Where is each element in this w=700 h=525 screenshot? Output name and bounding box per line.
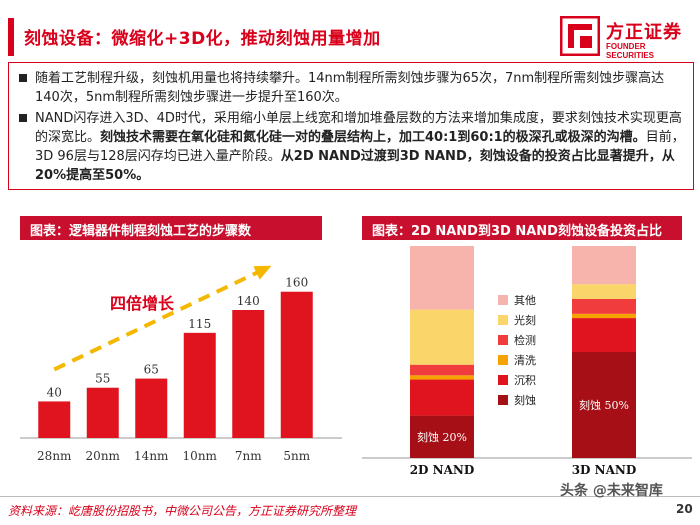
founder-logo: 方正证券 FOUNDER SECURITIES: [560, 16, 695, 60]
bullet-1: 随着工艺制程升级，刻蚀机用量也将持续攀升。14nm制程所需刻蚀步骤为65次，7n…: [19, 69, 685, 107]
category-label: 14nm: [134, 449, 169, 463]
segment-沉积: [572, 318, 636, 352]
legend-label: 沉积: [514, 374, 536, 387]
segment-其他: [572, 246, 636, 285]
bar-7nm: [232, 310, 265, 438]
summary-box: 随着工艺制程升级，刻蚀机用量也将持续攀升。14nm制程所需刻蚀步骤为65次，7n…: [8, 62, 694, 190]
category-label: 28nm: [37, 449, 72, 463]
legend-swatch: [498, 335, 508, 345]
segment-清洗: [410, 375, 474, 380]
legend-swatch: [498, 375, 508, 385]
logo-text-cn: 方正证券: [606, 22, 682, 43]
founder-logo-icon: [560, 16, 600, 56]
legend-label: 其他: [514, 294, 536, 307]
bar-value-label: 40: [47, 385, 62, 399]
watermark: 头条 @未来智库: [560, 483, 663, 499]
page-number: 20: [676, 502, 693, 516]
bullet-1-text: 随着工艺制程升级，刻蚀机用量也将持续攀升。14nm制程所需刻蚀步骤为65次，7n…: [35, 71, 665, 105]
right-chart-caption: 图表：2D NAND到3D NAND刻蚀设备投资占比: [362, 216, 682, 240]
category-label: 3D NAND: [572, 463, 637, 476]
bar-value-label: 160: [285, 276, 308, 290]
growth-arrow-head-icon: [253, 265, 272, 280]
bullet-square-icon: [19, 114, 27, 122]
source-note: 资料来源：屹唐股份招股书，中微公司公告，方正证券研究所整理: [8, 504, 357, 518]
bullet-2-bold-a: 刻蚀技术需要在氧化硅和氮化硅一对的叠层结构上，加工40:1到60:1的极深孔或极…: [100, 130, 646, 145]
logo-text-en: FOUNDER SECURITIES: [606, 42, 655, 60]
category-label: 5nm: [283, 449, 310, 463]
segment-清洗: [572, 313, 636, 319]
category-label: 20nm: [86, 449, 121, 463]
footer-divider: [0, 496, 700, 497]
bar-data-label: 刻蚀 20%: [417, 430, 467, 444]
segment-光刻: [410, 309, 474, 365]
legend-label: 光刻: [514, 313, 536, 327]
segment-检测: [410, 364, 474, 376]
left-chart-caption: 图表：逻辑器件制程刻蚀工艺的步骤数: [20, 216, 322, 240]
segment-光刻: [572, 284, 636, 299]
bar-10nm: [183, 332, 216, 438]
segment-刻蚀: [410, 415, 474, 458]
bar-14nm: [135, 378, 168, 438]
growth-annotation: 四倍增长: [110, 294, 175, 313]
bullet-2-text-b: 目前，3D 96层与128层闪存均已进入量产阶段。: [35, 130, 685, 164]
legend-label: 检测: [514, 333, 536, 347]
bar-28nm: [38, 401, 71, 438]
bar-value-label: 115: [188, 317, 211, 331]
growth-arrow-line: [53, 268, 264, 372]
legend-label: 刻蚀: [514, 393, 536, 407]
legend-label: 清洗: [514, 354, 536, 367]
segment-刻蚀: [572, 352, 636, 458]
bar-value-label: 55: [95, 372, 110, 386]
category-label: 2D NAND: [410, 463, 475, 476]
segment-检测: [572, 299, 636, 314]
legend-swatch: [498, 395, 508, 405]
legend-swatch: [498, 295, 508, 305]
bar-20nm: [86, 387, 119, 438]
bar-value-label: 140: [237, 294, 260, 308]
page-title: 刻蚀设备：微缩化+3D化，推动刻蚀用量增加: [24, 29, 381, 49]
title-accent-bar: [8, 18, 14, 56]
segment-沉积: [410, 379, 474, 416]
category-label: 10nm: [183, 449, 218, 463]
bar-value-label: 65: [144, 363, 159, 377]
bullet-2: NAND闪存进入3D、4D时代，采用缩小单层上线宽和增加堆叠层数的方法来增加集成…: [19, 109, 685, 185]
bullet-2-text-a: NAND闪存进入3D、4D时代，采用缩小单层上线宽和增加堆叠层数的方法来增加集成…: [35, 111, 682, 145]
legend-swatch: [498, 355, 508, 365]
bullet-square-icon: [19, 74, 27, 82]
bullet-2-bold-b: 从2D NAND过渡到3D NAND，刻蚀设备的投资占比显著提升，从20%提高至…: [35, 149, 675, 183]
segment-其他: [410, 246, 474, 310]
etch-steps-bar-chart: 40 28nm 55 20nm 65 14nm 115 10nm 140 7nm 160 5nm: [20, 265, 342, 463]
category-label: 7nm: [235, 449, 262, 463]
legend-swatch: [498, 315, 508, 325]
bar-data-label: 刻蚀 50%: [579, 398, 629, 412]
bar-5nm: [280, 291, 313, 438]
